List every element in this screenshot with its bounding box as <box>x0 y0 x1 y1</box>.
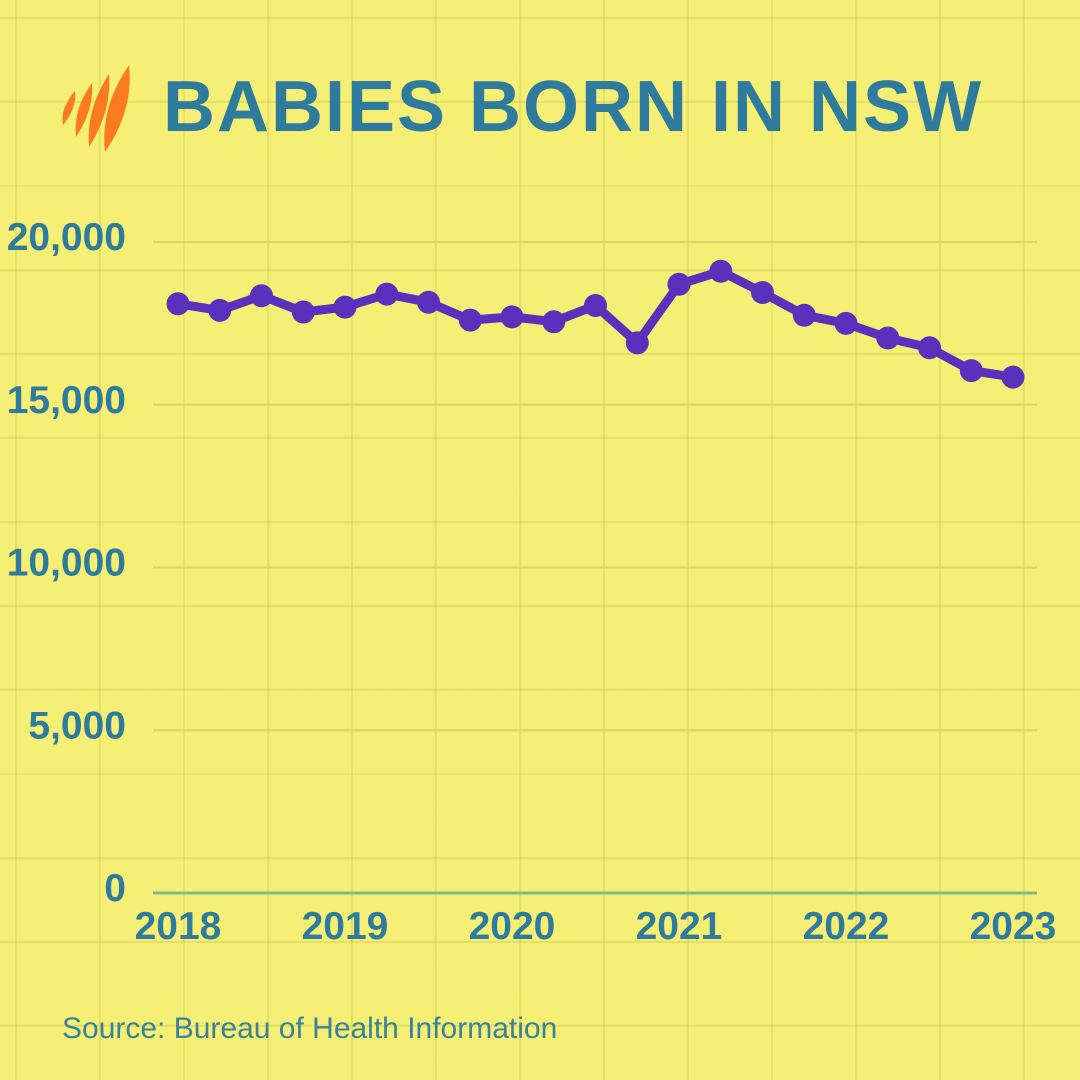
data-point <box>166 292 190 316</box>
data-point <box>1001 365 1025 389</box>
data-point <box>625 331 649 355</box>
x-axis-label: 2022 <box>803 905 890 948</box>
data-point <box>458 308 482 332</box>
y-axis-label: 5,000 <box>28 704 126 747</box>
x-axis-label: 2019 <box>302 905 389 948</box>
data-point <box>751 281 774 304</box>
y-axis-label: 15,000 <box>7 379 126 422</box>
data-point <box>291 300 315 324</box>
data-point <box>417 290 440 314</box>
source-text: Source: Bureau of Health Information <box>62 1012 558 1045</box>
data-point <box>584 294 607 317</box>
page-title: BABIES BORN IN NSW <box>163 67 984 147</box>
data-point <box>876 326 900 350</box>
x-axis-label: 2018 <box>135 905 222 948</box>
y-axis-label: 0 <box>104 867 126 910</box>
data-point <box>208 298 232 322</box>
birth-trend-line <box>173 266 1018 382</box>
y-axis-label: 20,000 <box>7 216 126 259</box>
y-axis-label: 10,000 <box>7 542 126 585</box>
data-point <box>959 359 983 383</box>
data-point <box>333 295 357 319</box>
data-point <box>375 282 399 306</box>
data-point <box>918 336 941 360</box>
data-point <box>792 303 816 327</box>
data-point <box>542 310 566 334</box>
data-point <box>250 284 273 308</box>
x-axis-label: 2023 <box>970 905 1057 948</box>
data-point <box>709 259 733 283</box>
data-point <box>667 272 691 296</box>
sbs-flame-logo-icon <box>62 65 130 152</box>
x-axis-label: 2021 <box>636 905 723 948</box>
x-axis-label: 2020 <box>469 905 556 948</box>
data-point <box>834 311 858 335</box>
data-point <box>500 305 524 329</box>
